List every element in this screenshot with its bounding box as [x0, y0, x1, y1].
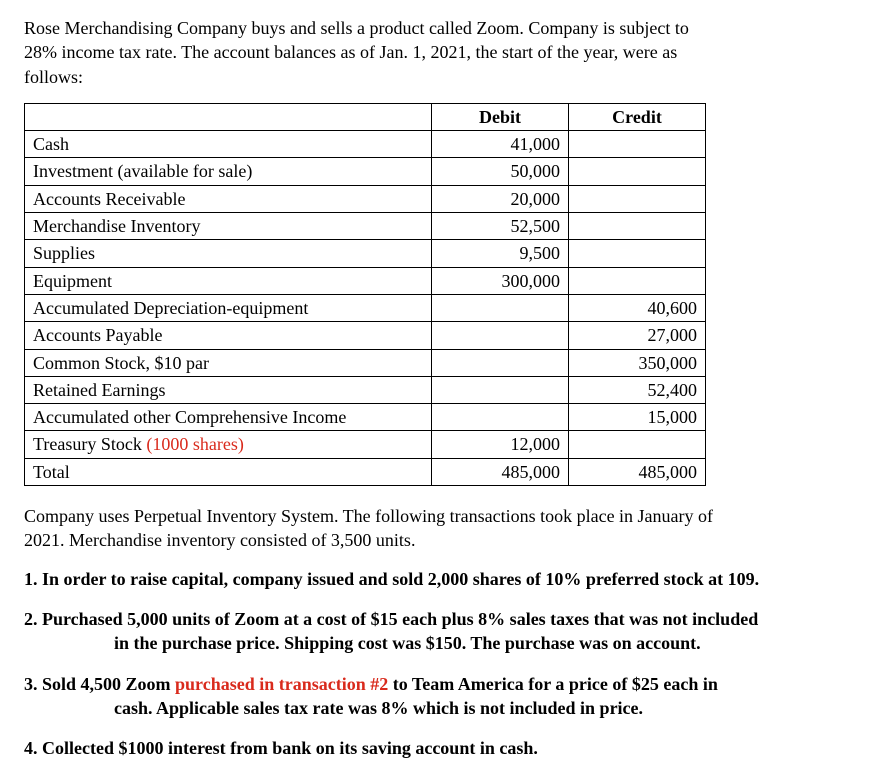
t1-line1: 1. In order to raise capital, company is…: [24, 569, 759, 589]
transaction-2: 2. Purchased 5,000 units of Zoom at a co…: [24, 607, 845, 656]
transaction-1: 1. In order to raise capital, company is…: [24, 567, 845, 591]
header-debit: Debit: [432, 103, 569, 130]
debit-cell: 41,000: [432, 131, 569, 158]
table-row: Accounts Payable 27,000: [25, 322, 706, 349]
treasury-label: Treasury Stock: [33, 434, 146, 454]
table-row: Accumulated Depreciation-equipment 40,60…: [25, 294, 706, 321]
table-row: Common Stock, $10 par 350,000: [25, 349, 706, 376]
account-cell: Merchandise Inventory: [25, 213, 432, 240]
credit-cell: [569, 267, 706, 294]
credit-cell: 52,400: [569, 376, 706, 403]
t2-line1: 2. Purchased 5,000 units of Zoom at a co…: [24, 609, 758, 629]
debit-cell: [432, 376, 569, 403]
table-row: Supplies 9,500: [25, 240, 706, 267]
total-debit: 485,000: [432, 458, 569, 485]
total-label: Total: [25, 458, 432, 485]
middle-line1: Company uses Perpetual Inventory System.…: [24, 506, 713, 526]
credit-cell: 350,000: [569, 349, 706, 376]
t3-line2: cash. Applicable sales tax rate was 8% w…: [24, 696, 845, 720]
t3-red: purchased in transaction #2: [175, 674, 388, 694]
account-cell: Accounts Receivable: [25, 185, 432, 212]
debit-cell: 9,500: [432, 240, 569, 267]
table-row: Accumulated other Comprehensive Income 1…: [25, 404, 706, 431]
balances-table: Debit Credit Cash 41,000 Investment (ava…: [24, 103, 706, 486]
account-cell: Accounts Payable: [25, 322, 432, 349]
credit-cell: [569, 213, 706, 240]
t3-post: to Team America for a price of $25 each …: [388, 674, 718, 694]
total-credit: 485,000: [569, 458, 706, 485]
table-body: Cash 41,000 Investment (available for sa…: [25, 131, 706, 486]
table-row-treasury: Treasury Stock (1000 shares) 12,000: [25, 431, 706, 458]
treasury-note: (1000 shares): [146, 434, 243, 454]
transaction-3: 3. Sold 4,500 Zoom purchased in transact…: [24, 672, 845, 721]
table-row: Merchandise Inventory 52,500: [25, 213, 706, 240]
debit-cell: [432, 294, 569, 321]
debit-cell: 12,000: [432, 431, 569, 458]
middle-line2: 2021. Merchandise inventory consisted of…: [24, 530, 415, 550]
t4-line1: 4. Collected $1000 interest from bank on…: [24, 738, 538, 758]
credit-cell: 40,600: [569, 294, 706, 321]
table-row-total: Total 485,000 485,000: [25, 458, 706, 485]
credit-cell: [569, 158, 706, 185]
credit-cell: [569, 240, 706, 267]
debit-cell: [432, 349, 569, 376]
t2-line2: in the purchase price. Shipping cost was…: [24, 631, 845, 655]
account-cell: Investment (available for sale): [25, 158, 432, 185]
transaction-4: 4. Collected $1000 interest from bank on…: [24, 736, 845, 760]
intro-line3: follows:: [24, 67, 83, 87]
table-row: Cash 41,000: [25, 131, 706, 158]
debit-cell: [432, 322, 569, 349]
table-row: Investment (available for sale) 50,000: [25, 158, 706, 185]
intro-paragraph: Rose Merchandising Company buys and sell…: [24, 16, 845, 89]
account-cell: Accumulated Depreciation-equipment: [25, 294, 432, 321]
debit-cell: 300,000: [432, 267, 569, 294]
credit-cell: [569, 185, 706, 212]
account-cell: Cash: [25, 131, 432, 158]
credit-cell: 15,000: [569, 404, 706, 431]
debit-cell: [432, 404, 569, 431]
account-cell: Equipment: [25, 267, 432, 294]
header-credit: Credit: [569, 103, 706, 130]
table-row: Retained Earnings 52,400: [25, 376, 706, 403]
table-header-row: Debit Credit: [25, 103, 706, 130]
middle-paragraph: Company uses Perpetual Inventory System.…: [24, 504, 845, 553]
debit-cell: 20,000: [432, 185, 569, 212]
debit-cell: 50,000: [432, 158, 569, 185]
debit-cell: 52,500: [432, 213, 569, 240]
header-blank: [25, 103, 432, 130]
intro-line1: Rose Merchandising Company buys and sell…: [24, 18, 689, 38]
t3-pre: 3. Sold 4,500 Zoom: [24, 674, 175, 694]
table-row: Equipment 300,000: [25, 267, 706, 294]
account-cell: Common Stock, $10 par: [25, 349, 432, 376]
account-cell: Accumulated other Comprehensive Income: [25, 404, 432, 431]
account-cell-treasury: Treasury Stock (1000 shares): [25, 431, 432, 458]
credit-cell: [569, 431, 706, 458]
intro-line2: 28% income tax rate. The account balance…: [24, 42, 677, 62]
account-cell: Supplies: [25, 240, 432, 267]
table-row: Accounts Receivable 20,000: [25, 185, 706, 212]
account-cell: Retained Earnings: [25, 376, 432, 403]
credit-cell: [569, 131, 706, 158]
credit-cell: 27,000: [569, 322, 706, 349]
